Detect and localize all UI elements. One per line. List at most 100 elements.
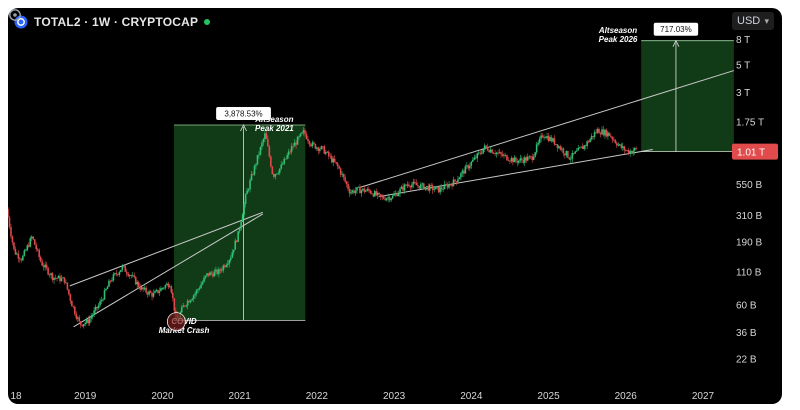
candle-body <box>550 137 553 142</box>
candle-body <box>324 152 327 154</box>
x-axis-tick-label: 2026 <box>615 391 638 402</box>
candle-body <box>281 164 284 165</box>
candle-body <box>607 132 609 137</box>
candle-body <box>365 190 367 192</box>
candle-body <box>302 130 305 133</box>
candle-body <box>194 293 196 296</box>
candle-body <box>486 146 489 151</box>
candle-body <box>379 194 382 197</box>
candle-body <box>164 285 167 288</box>
candle-body <box>27 245 30 247</box>
settings-gear-icon[interactable] <box>8 8 22 22</box>
candle-body <box>128 275 131 276</box>
candle-body <box>316 147 318 149</box>
candle-body <box>97 305 100 309</box>
candle-body <box>455 181 458 183</box>
candle-body <box>120 269 122 273</box>
candle-body <box>480 153 483 155</box>
candle-body <box>369 190 372 194</box>
candle-body <box>439 187 441 193</box>
candle-body <box>515 157 517 161</box>
candle-body <box>399 188 401 194</box>
candle-body <box>586 141 588 147</box>
candle-body <box>522 159 525 163</box>
x-axis-tick-label: 2023 <box>383 391 406 402</box>
candle-body <box>292 146 294 148</box>
candle-body <box>629 150 632 154</box>
y-axis-tick-label: 190 B <box>736 238 762 249</box>
candle-body <box>188 300 190 303</box>
candle-body <box>195 290 198 294</box>
candle-body <box>94 306 97 311</box>
candle-body <box>13 242 15 249</box>
candle-body <box>611 137 614 140</box>
candle-body <box>613 139 615 141</box>
candle-body <box>17 253 20 259</box>
candle-body <box>570 158 572 160</box>
chart-frame: TOTAL2 · 1W · CRYPTOCAP USD ▾ 3,878.53% 7… <box>8 8 782 404</box>
candle-body <box>529 156 532 158</box>
candle-body <box>385 198 388 201</box>
candle-body <box>100 300 103 302</box>
candle-body <box>71 300 73 307</box>
candle-body <box>593 132 596 137</box>
candle-body <box>271 166 274 175</box>
candle-body <box>50 273 52 275</box>
candle-body <box>458 177 461 180</box>
candle-body <box>326 151 329 153</box>
candle-body <box>403 184 406 191</box>
candle-body <box>134 276 137 285</box>
candle-body <box>42 265 45 268</box>
candle-body <box>307 139 309 142</box>
candle-body <box>587 141 590 143</box>
candle-body <box>537 142 539 145</box>
candle-body <box>363 188 366 192</box>
percent-label-bg <box>653 22 699 36</box>
candle-body <box>203 277 205 282</box>
candle-body <box>60 278 63 282</box>
candle-body <box>604 129 606 136</box>
candle-body <box>160 288 162 292</box>
candle-body <box>580 146 583 148</box>
arrow-head-icon <box>240 124 247 132</box>
candle-body <box>11 236 14 243</box>
candle-body <box>568 157 571 160</box>
candle-body <box>526 156 529 161</box>
currency-select[interactable]: USD ▾ <box>732 12 774 30</box>
y-axis-tick-label: 110 B <box>736 267 762 278</box>
candle-body <box>375 191 378 196</box>
candle-body <box>72 306 75 308</box>
candle-body <box>390 198 392 201</box>
candle-body <box>65 282 67 284</box>
candle-body <box>406 184 409 186</box>
candle-body <box>574 151 577 154</box>
candle-body <box>314 143 317 149</box>
candle-body <box>368 188 370 191</box>
candle-body <box>48 274 51 276</box>
candle-body <box>584 145 587 147</box>
candle-body <box>330 156 333 163</box>
candle-body <box>434 186 437 190</box>
candle-body <box>333 158 336 163</box>
candle-body <box>105 288 107 291</box>
candle-body <box>595 132 597 134</box>
candle-body <box>384 198 386 201</box>
candle-body <box>525 157 528 161</box>
candle-body <box>51 273 54 281</box>
candle-body <box>280 164 283 169</box>
candle-body <box>221 270 223 272</box>
candle-body <box>387 197 389 199</box>
candle-body <box>353 190 355 194</box>
candle-body <box>323 146 326 154</box>
candle-body <box>540 135 542 139</box>
candle-body <box>69 294 72 301</box>
candle-body <box>109 280 112 282</box>
candle-body <box>633 148 636 151</box>
candle-body <box>182 305 185 308</box>
x-axis-tick-label: 2021 <box>229 391 252 402</box>
candle-body <box>341 173 343 175</box>
candle-body <box>577 147 580 151</box>
candle-body <box>127 273 130 276</box>
x-axis-tick-label: 18 <box>10 391 22 402</box>
